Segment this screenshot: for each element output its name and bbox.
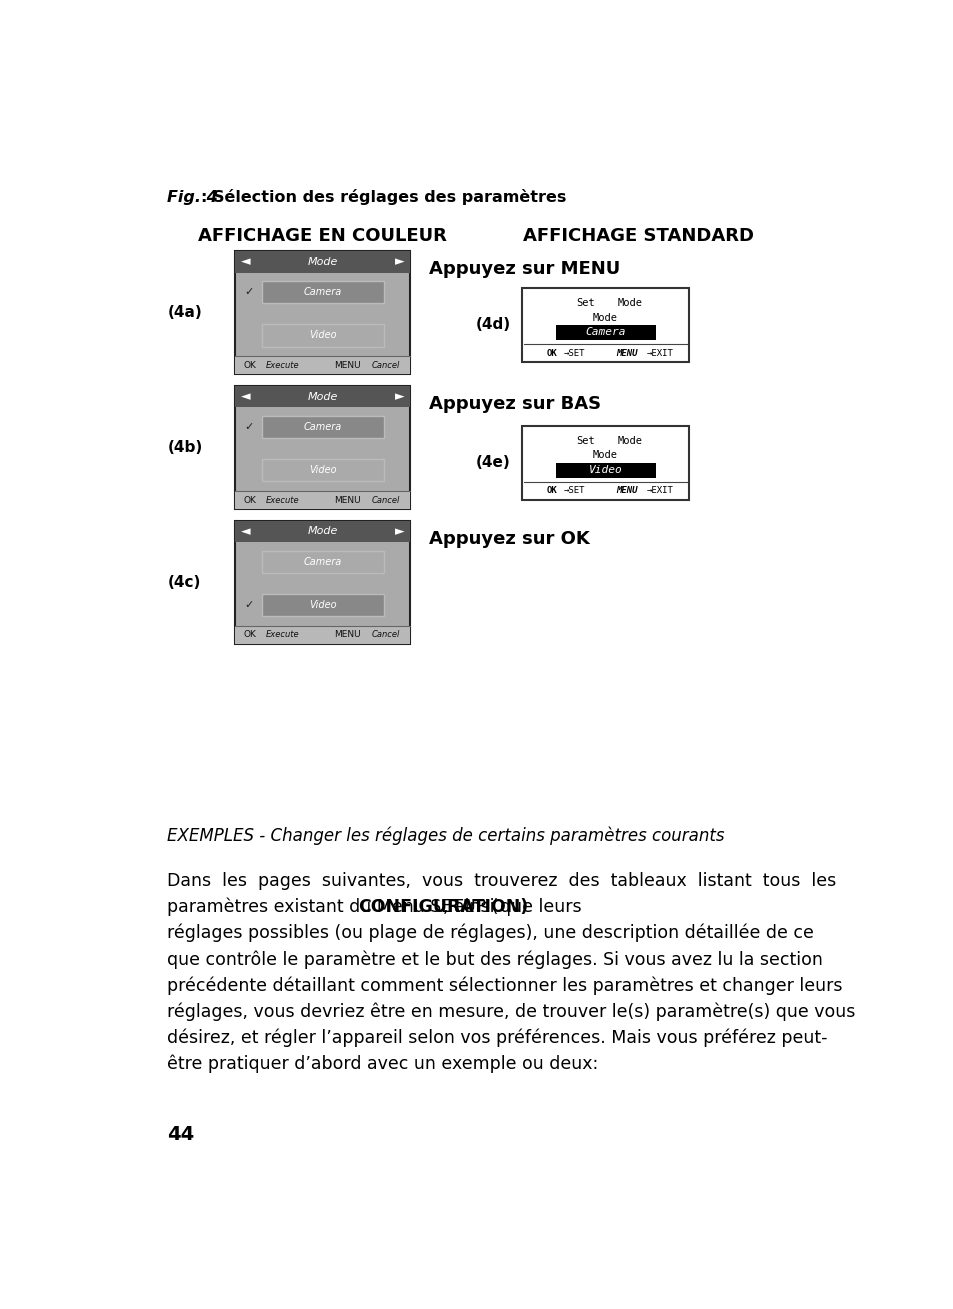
Text: 44: 44 (167, 1126, 194, 1144)
Text: →EXIT: →EXIT (646, 487, 673, 495)
Text: réglages possibles (ou plage de réglages), une description détaillée de ce: réglages possibles (ou plage de réglages… (167, 924, 813, 942)
Text: Appuyez sur BAS: Appuyez sur BAS (429, 395, 600, 414)
Text: réglages, vous devriez être en mesure, de trouver le(s) paramètre(s) que vous: réglages, vous devriez être en mesure, d… (167, 1003, 855, 1021)
Bar (235, 251, 410, 374)
Text: OK: OK (243, 496, 255, 504)
Bar (521, 425, 688, 500)
Text: ✓: ✓ (245, 287, 253, 297)
Text: précédente détaillant comment sélectionner les paramètres et changer leurs: précédente détaillant comment sélectionn… (167, 977, 841, 995)
Text: MENU: MENU (334, 631, 360, 639)
Text: Video: Video (309, 600, 336, 610)
Text: ◄: ◄ (241, 390, 251, 403)
Bar (261, 416, 383, 439)
Text: ◄: ◄ (241, 525, 251, 538)
Text: OK: OK (243, 631, 255, 639)
Text: Execute: Execute (266, 631, 299, 639)
Bar (235, 491, 410, 509)
Text: Execute: Execute (266, 361, 299, 369)
Text: (4d): (4d) (476, 318, 511, 332)
Text: désirez, et régler l’appareil selon vos préférences. Mais vous préférez peut-: désirez, et régler l’appareil selon vos … (167, 1029, 827, 1047)
Bar (261, 594, 383, 617)
Bar (235, 521, 410, 542)
Bar (555, 325, 655, 340)
Text: EXEMPLES - Changer les réglages de certains paramètres courants: EXEMPLES - Changer les réglages de certa… (167, 827, 724, 846)
Text: ✓: ✓ (245, 600, 253, 610)
Text: Mode: Mode (307, 526, 337, 537)
Text: : Sélection des réglages des paramètres: : Sélection des réglages des paramètres (200, 188, 565, 206)
Text: Dans  les  pages  suivantes,  vous  trouverez  des  tableaux  listant  tous  les: Dans les pages suivantes, vous trouverez… (167, 872, 836, 890)
Text: ►: ► (395, 525, 404, 538)
Text: Camera: Camera (303, 287, 341, 297)
Text: ✓: ✓ (245, 421, 253, 432)
Text: Fig. 4: Fig. 4 (167, 190, 218, 204)
Bar (521, 288, 688, 361)
Text: →SET: →SET (563, 487, 585, 495)
Text: AFFICHAGE EN COULEUR: AFFICHAGE EN COULEUR (198, 228, 447, 245)
Text: Appuyez sur MENU: Appuyez sur MENU (429, 260, 619, 279)
Text: MENU: MENU (616, 348, 638, 357)
Text: , ainsi que leurs: , ainsi que leurs (443, 898, 581, 916)
Text: Cancel: Cancel (371, 631, 399, 639)
Text: Video: Video (588, 465, 621, 475)
Text: ►: ► (395, 255, 404, 268)
Text: Video: Video (309, 465, 336, 475)
Bar (235, 626, 410, 644)
Text: AFFICHAGE STANDARD: AFFICHAGE STANDARD (522, 228, 753, 245)
Bar (235, 251, 410, 272)
Text: Mode: Mode (618, 436, 642, 445)
Bar (235, 386, 410, 509)
Bar (235, 386, 410, 407)
Text: Video: Video (309, 330, 336, 340)
Text: OK: OK (546, 348, 558, 357)
Bar (261, 325, 383, 347)
Text: Execute: Execute (266, 496, 299, 504)
Bar (261, 281, 383, 304)
Text: MENU: MENU (334, 496, 360, 504)
Text: MENU: MENU (616, 487, 638, 495)
Text: paramètres existant du Menu SETUP (: paramètres existant du Menu SETUP ( (167, 898, 498, 916)
Text: ►: ► (395, 390, 404, 403)
Text: (4e): (4e) (476, 456, 510, 470)
Text: Cancel: Cancel (371, 496, 399, 504)
Text: Mode: Mode (307, 257, 337, 267)
Text: OK: OK (243, 361, 255, 369)
Text: (4a): (4a) (167, 305, 202, 321)
Text: Camera: Camera (585, 327, 625, 338)
Text: (4b): (4b) (167, 440, 202, 454)
Text: Set: Set (576, 297, 595, 308)
Text: Camera: Camera (303, 421, 341, 432)
Text: →EXIT: →EXIT (646, 348, 673, 357)
Text: CONFIGURATION): CONFIGURATION) (358, 898, 528, 916)
Text: (4c): (4c) (167, 575, 200, 589)
Bar (261, 551, 383, 573)
Bar (235, 521, 410, 644)
Text: Mode: Mode (307, 391, 337, 402)
Bar (555, 463, 655, 478)
Text: →SET: →SET (563, 348, 585, 357)
Text: OK: OK (546, 487, 558, 495)
Text: MENU: MENU (334, 361, 360, 369)
Text: être pratiquer d’abord avec un exemple ou deux:: être pratiquer d’abord avec un exemple o… (167, 1055, 598, 1073)
Bar (261, 459, 383, 482)
Text: Cancel: Cancel (371, 361, 399, 369)
Text: Mode: Mode (618, 297, 642, 308)
Bar (235, 356, 410, 374)
Text: ◄: ◄ (241, 255, 251, 268)
Text: Set: Set (576, 436, 595, 445)
Text: Mode: Mode (593, 450, 618, 461)
Text: que contrôle le paramètre et le but des réglages. Si vous avez lu la section: que contrôle le paramètre et le but des … (167, 950, 822, 969)
Text: Mode: Mode (593, 313, 618, 322)
Text: Camera: Camera (303, 556, 341, 567)
Text: Appuyez sur OK: Appuyez sur OK (429, 530, 589, 548)
